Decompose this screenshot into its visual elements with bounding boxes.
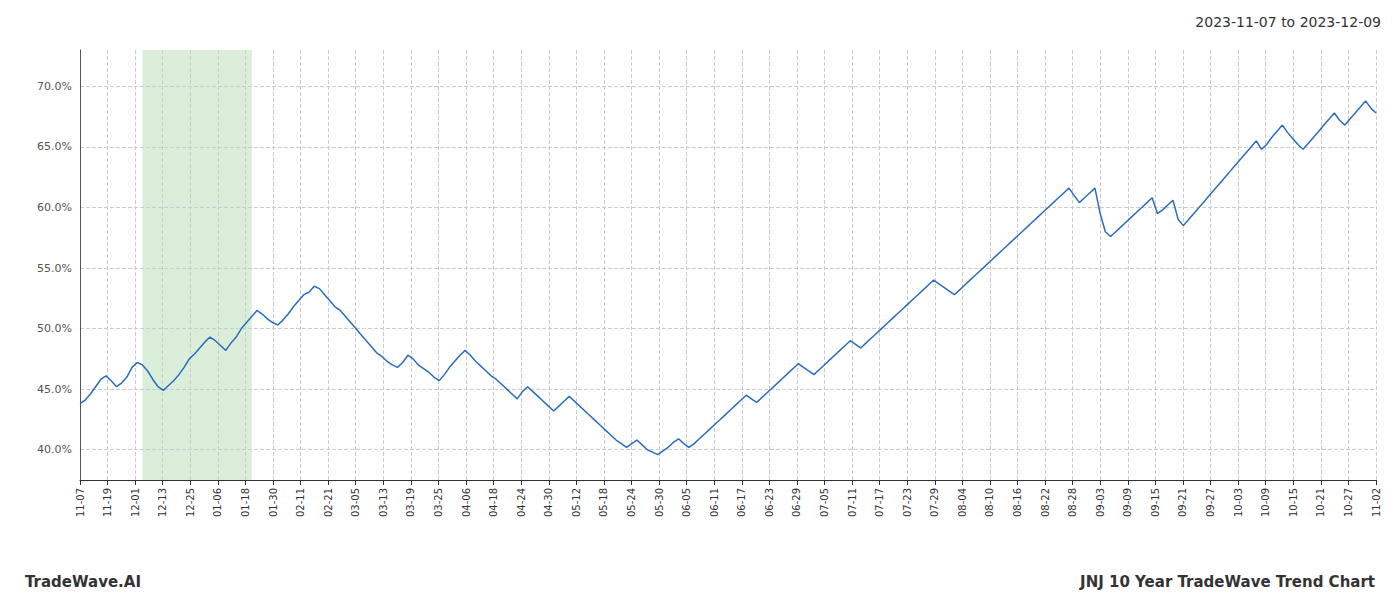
- svg-text:05-30: 05-30: [654, 488, 665, 517]
- svg-text:08-10: 08-10: [984, 488, 995, 517]
- svg-text:12-25: 12-25: [185, 488, 196, 517]
- svg-text:05-12: 05-12: [571, 488, 582, 517]
- svg-text:12-01: 12-01: [130, 488, 141, 517]
- svg-text:06-23: 06-23: [764, 488, 775, 517]
- svg-text:07-29: 07-29: [929, 488, 940, 517]
- svg-text:08-04: 08-04: [957, 488, 968, 517]
- svg-text:11-07: 11-07: [75, 488, 86, 517]
- svg-text:07-23: 07-23: [902, 488, 913, 517]
- svg-text:08-22: 08-22: [1040, 488, 1051, 517]
- svg-text:09-27: 09-27: [1205, 488, 1216, 517]
- svg-text:06-29: 06-29: [791, 488, 802, 517]
- svg-text:70.0%: 70.0%: [37, 80, 72, 93]
- svg-text:07-11: 07-11: [847, 488, 858, 517]
- svg-text:10-21: 10-21: [1315, 488, 1326, 517]
- svg-text:09-09: 09-09: [1122, 488, 1133, 517]
- svg-text:04-24: 04-24: [516, 488, 527, 517]
- svg-text:12-13: 12-13: [157, 488, 168, 517]
- svg-text:11-19: 11-19: [102, 488, 113, 517]
- svg-text:03-19: 03-19: [405, 488, 416, 517]
- svg-text:10-15: 10-15: [1288, 488, 1299, 517]
- svg-text:TradeWave.AI: TradeWave.AI: [25, 573, 141, 591]
- svg-text:45.0%: 45.0%: [37, 383, 72, 396]
- svg-text:01-18: 01-18: [240, 488, 251, 517]
- svg-text:06-11: 06-11: [709, 488, 720, 517]
- svg-text:05-18: 05-18: [598, 488, 609, 517]
- svg-text:01-06: 01-06: [212, 488, 223, 517]
- svg-text:09-21: 09-21: [1177, 488, 1188, 517]
- svg-text:07-05: 07-05: [819, 488, 830, 517]
- svg-text:JNJ 10 Year TradeWave Trend Ch: JNJ 10 Year TradeWave Trend Chart: [1079, 573, 1375, 591]
- svg-text:40.0%: 40.0%: [37, 443, 72, 456]
- svg-text:50.0%: 50.0%: [37, 322, 72, 335]
- svg-text:02-21: 02-21: [323, 488, 334, 517]
- svg-text:07-17: 07-17: [874, 488, 885, 517]
- svg-text:2023-11-07 to 2023-12-09: 2023-11-07 to 2023-12-09: [1195, 14, 1381, 30]
- svg-text:06-17: 06-17: [736, 488, 747, 517]
- svg-text:06-05: 06-05: [681, 488, 692, 517]
- svg-text:10-27: 10-27: [1343, 488, 1354, 517]
- svg-text:10-09: 10-09: [1260, 488, 1271, 517]
- svg-text:05-24: 05-24: [626, 488, 637, 517]
- svg-text:02-11: 02-11: [295, 488, 306, 517]
- svg-text:04-18: 04-18: [488, 488, 499, 517]
- svg-text:04-06: 04-06: [461, 488, 472, 517]
- svg-text:55.0%: 55.0%: [37, 262, 72, 275]
- svg-text:01-30: 01-30: [268, 488, 279, 517]
- svg-text:08-16: 08-16: [1012, 488, 1023, 517]
- svg-text:03-05: 03-05: [350, 488, 361, 517]
- svg-text:65.0%: 65.0%: [37, 140, 72, 153]
- svg-text:60.0%: 60.0%: [37, 201, 72, 214]
- svg-text:03-13: 03-13: [378, 488, 389, 517]
- svg-text:08-28: 08-28: [1067, 488, 1078, 517]
- svg-text:10-03: 10-03: [1233, 488, 1244, 517]
- svg-text:11-02: 11-02: [1371, 488, 1382, 517]
- svg-text:04-30: 04-30: [543, 488, 554, 517]
- svg-text:03-25: 03-25: [433, 488, 444, 517]
- svg-text:09-15: 09-15: [1150, 488, 1161, 517]
- svg-text:09-03: 09-03: [1095, 488, 1106, 517]
